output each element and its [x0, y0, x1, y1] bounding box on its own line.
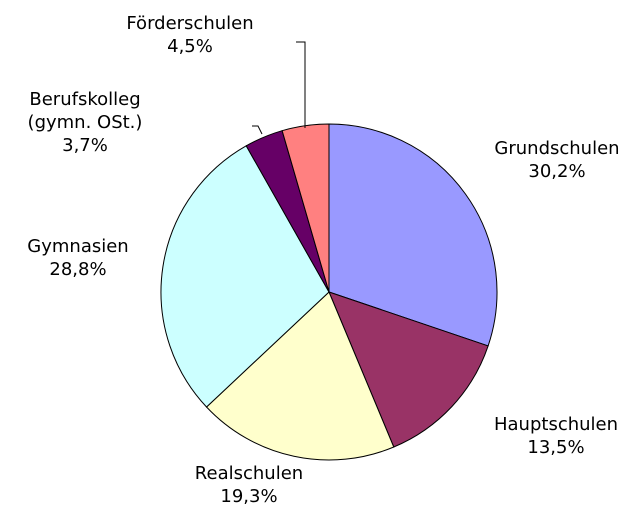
category-name: Hauptschulen — [493, 414, 619, 435]
value-label: 19,3% — [220, 486, 278, 507]
category-name: Förderschulen — [126, 13, 254, 34]
category-name: Grundschulen — [494, 138, 620, 159]
category-name: Berufskolleg (gymn. OSt.) — [27, 89, 143, 133]
value-label: 13,5% — [527, 437, 585, 458]
leader-line — [296, 41, 306, 128]
slice-label: Grundschulen 30,2% — [472, 137, 642, 183]
value-label: 4,5% — [167, 36, 213, 57]
value-label: 3,7% — [62, 135, 108, 156]
slice-label: Förderschulen 4,5% — [105, 12, 275, 58]
leader-line — [252, 125, 263, 135]
pie-slice — [205, 291, 395, 461]
slice-label: Realschulen 19,3% — [164, 462, 334, 508]
pie-slice — [328, 291, 489, 448]
slice-label: Gymnasien 28,8% — [3, 235, 153, 281]
pie-slice — [160, 145, 330, 408]
pie-slice — [328, 123, 498, 347]
slices — [160, 123, 498, 461]
category-name: Realschulen — [194, 463, 304, 484]
slice-label: Berufskolleg (gymn. OSt.) 3,7% — [0, 88, 170, 157]
value-label: 30,2% — [528, 161, 586, 182]
category-name: Gymnasien — [27, 236, 129, 257]
slice-label: Hauptschulen 13,5% — [471, 413, 641, 459]
value-label: 28,8% — [49, 259, 107, 280]
